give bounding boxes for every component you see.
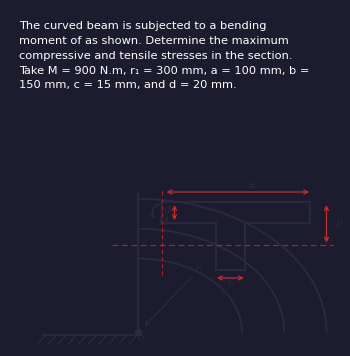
Text: c: c bbox=[228, 277, 233, 287]
Text: b: b bbox=[336, 219, 343, 229]
Text: M: M bbox=[158, 217, 168, 227]
Text: o: o bbox=[137, 334, 144, 344]
Text: d: d bbox=[163, 205, 170, 215]
Text: $r_i$: $r_i$ bbox=[195, 263, 204, 276]
Text: The curved beam is subjected to a bending
moment of as shown. Determine the maxi: The curved beam is subjected to a bendin… bbox=[19, 21, 310, 90]
Text: a: a bbox=[249, 180, 256, 190]
